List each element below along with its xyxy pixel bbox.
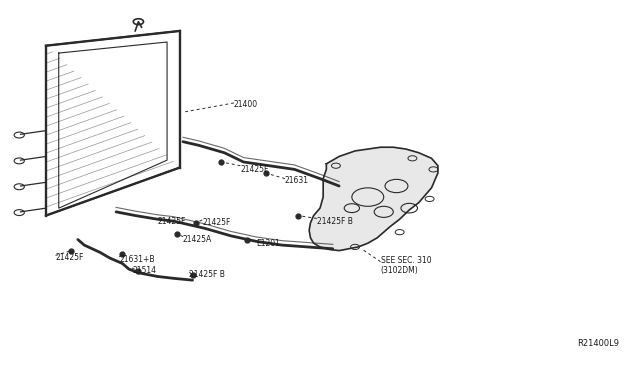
Text: 21425F: 21425F bbox=[241, 165, 269, 174]
Text: 21425F B: 21425F B bbox=[317, 217, 353, 225]
Text: 21400: 21400 bbox=[234, 100, 258, 109]
Text: 21631: 21631 bbox=[285, 176, 309, 185]
Text: 21514: 21514 bbox=[132, 266, 156, 275]
Text: 21425F: 21425F bbox=[157, 217, 186, 225]
Text: R21400L9: R21400L9 bbox=[577, 340, 620, 349]
Polygon shape bbox=[309, 147, 438, 251]
Text: 21631+B: 21631+B bbox=[119, 255, 155, 264]
Text: 21425F: 21425F bbox=[202, 218, 230, 227]
Text: 21425F B: 21425F B bbox=[189, 270, 225, 279]
Text: 21425A: 21425A bbox=[183, 235, 212, 244]
Text: SEE SEC. 310
(3102DM): SEE SEC. 310 (3102DM) bbox=[381, 256, 431, 275]
Text: 21425F: 21425F bbox=[56, 253, 84, 263]
Text: E1201: E1201 bbox=[256, 239, 280, 248]
